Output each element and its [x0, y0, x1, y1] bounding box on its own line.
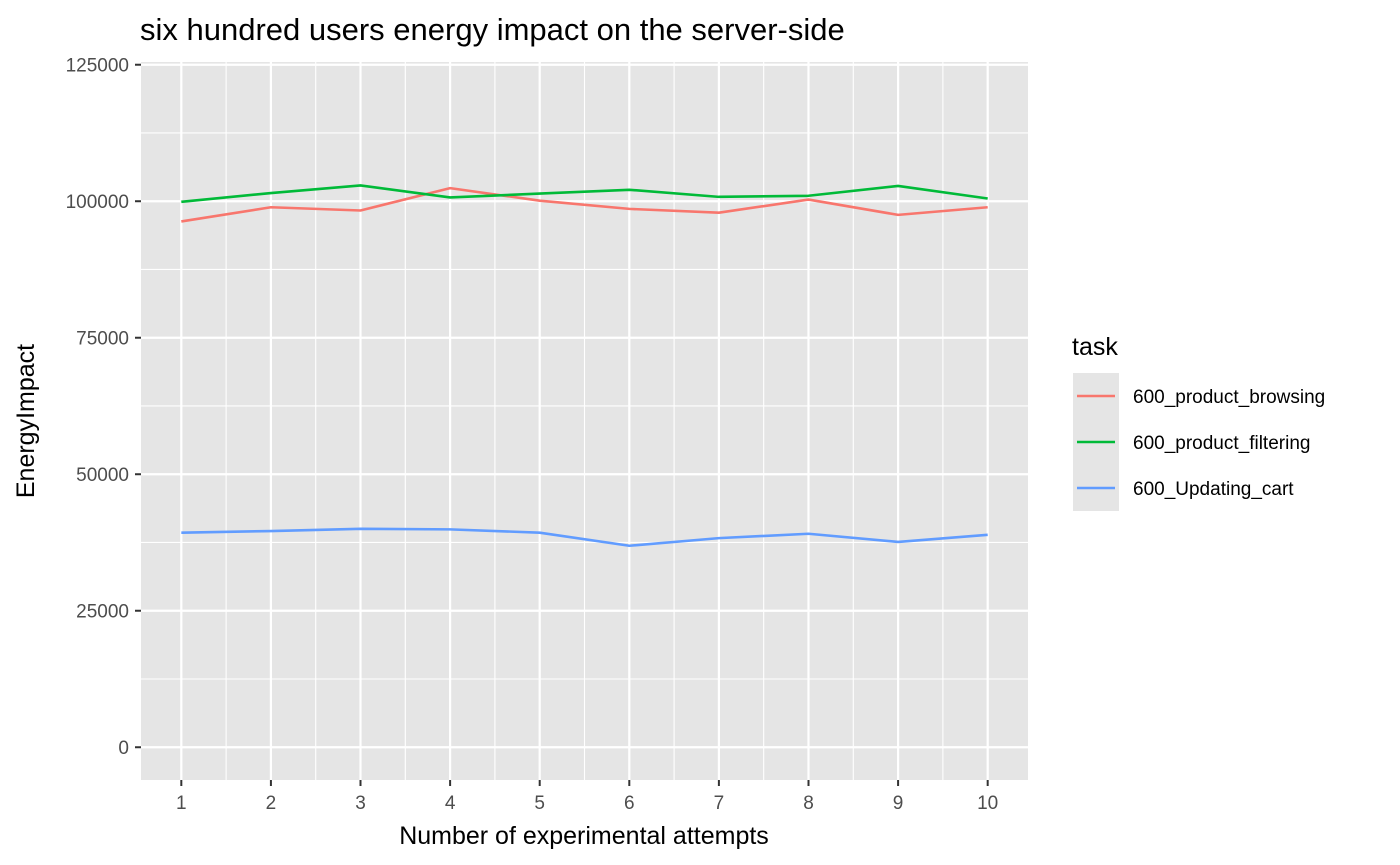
x-axis: 1 2 3 4 5 6 7 8 9 10	[176, 780, 998, 814]
legend-items: 600_product_browsing 600_product_filterin…	[1073, 373, 1325, 511]
series-line-600_Updating_cart	[181, 527, 988, 548]
y-tick-label: 25000	[76, 602, 129, 623]
y-tick-label: 0	[118, 738, 129, 759]
x-tick-label: 4	[445, 793, 456, 814]
legend-label: 600_Updating_cart	[1133, 479, 1294, 500]
x-tick-label: 7	[714, 793, 725, 814]
grid-minor	[141, 62, 1028, 780]
x-tick-label: 6	[624, 793, 635, 814]
x-tick-label: 5	[534, 793, 545, 814]
x-tick-label: 3	[355, 793, 366, 814]
series-lines	[181, 184, 988, 548]
y-axis: 0 25000 50000 75000 100000 125000	[66, 56, 141, 759]
grid-major	[141, 62, 1028, 780]
y-tick-label: 50000	[76, 465, 129, 486]
series-line-600_product_filtering	[181, 184, 988, 204]
y-tick-label: 125000	[66, 56, 129, 77]
x-tick-label: 9	[893, 793, 904, 814]
x-tick-label: 10	[977, 793, 998, 814]
legend-title: task	[1072, 333, 1118, 361]
x-tick-label: 2	[266, 793, 277, 814]
x-tick-label: 1	[176, 793, 187, 814]
legend-label: 600_product_browsing	[1133, 387, 1325, 408]
y-tick-label: 100000	[66, 192, 129, 213]
y-tick-label: 75000	[76, 329, 129, 350]
series-line-600_product_browsing	[181, 186, 988, 223]
x-tick-label: 8	[803, 793, 814, 814]
x-axis-title: Number of experimental attempts	[399, 822, 769, 850]
y-axis-title: EnergyImpact	[12, 344, 40, 498]
legend: task 600_product_browsing 600_product_fil…	[1072, 333, 1325, 511]
legend-label: 600_product_filtering	[1133, 433, 1310, 454]
chart-title: six hundred users energy impact on the s…	[140, 12, 845, 47]
